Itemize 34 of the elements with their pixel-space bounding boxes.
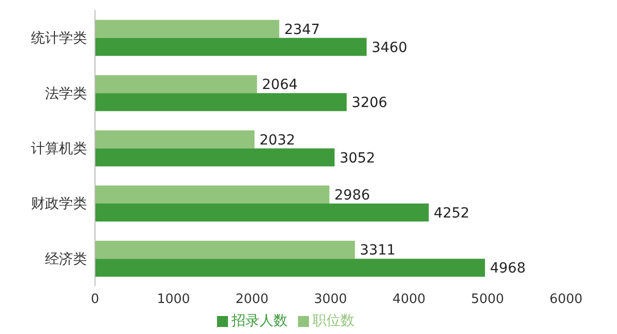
x-tick-label: 1000: [156, 292, 190, 308]
x-tick-label: 2000: [235, 292, 269, 308]
x-tick-label: 4000: [392, 292, 426, 308]
bar: [95, 240, 355, 259]
x-tick-label: 0: [90, 292, 100, 308]
y-tick-label: 计算机类: [31, 140, 87, 157]
bar: [95, 130, 255, 148]
y-tick-label: 法学类: [45, 86, 87, 102]
bar: [95, 204, 429, 222]
data-label: 3206: [352, 95, 388, 112]
bar: [95, 75, 258, 94]
x-tick-label: 6000: [549, 292, 583, 308]
data-label: 2064: [262, 77, 298, 94]
data-label: 3311: [360, 242, 396, 259]
bar: [95, 38, 367, 56]
legend-label: 职位数: [312, 313, 354, 329]
data-label: 2986: [334, 188, 370, 204]
data-label: 4252: [434, 206, 470, 222]
bar: [95, 186, 330, 204]
data-label: 3052: [340, 150, 376, 166]
bar: [95, 258, 485, 277]
legend-label: 招录人数: [232, 313, 288, 329]
data-label: 3460: [372, 40, 408, 56]
data-label: 4968: [490, 260, 526, 277]
data-label: 2032: [260, 132, 296, 148]
data-label: 2347: [284, 22, 320, 38]
x-tick-label: 5000: [470, 292, 504, 308]
y-tick-label: 财政学类: [31, 196, 87, 212]
bar: [95, 20, 280, 38]
y-tick-label: 经济类: [45, 251, 87, 268]
bar: [95, 148, 335, 166]
y-tick-label: 统计学类: [31, 30, 87, 47]
x-tick-label: 3000: [314, 292, 348, 308]
bar: [95, 93, 347, 112]
